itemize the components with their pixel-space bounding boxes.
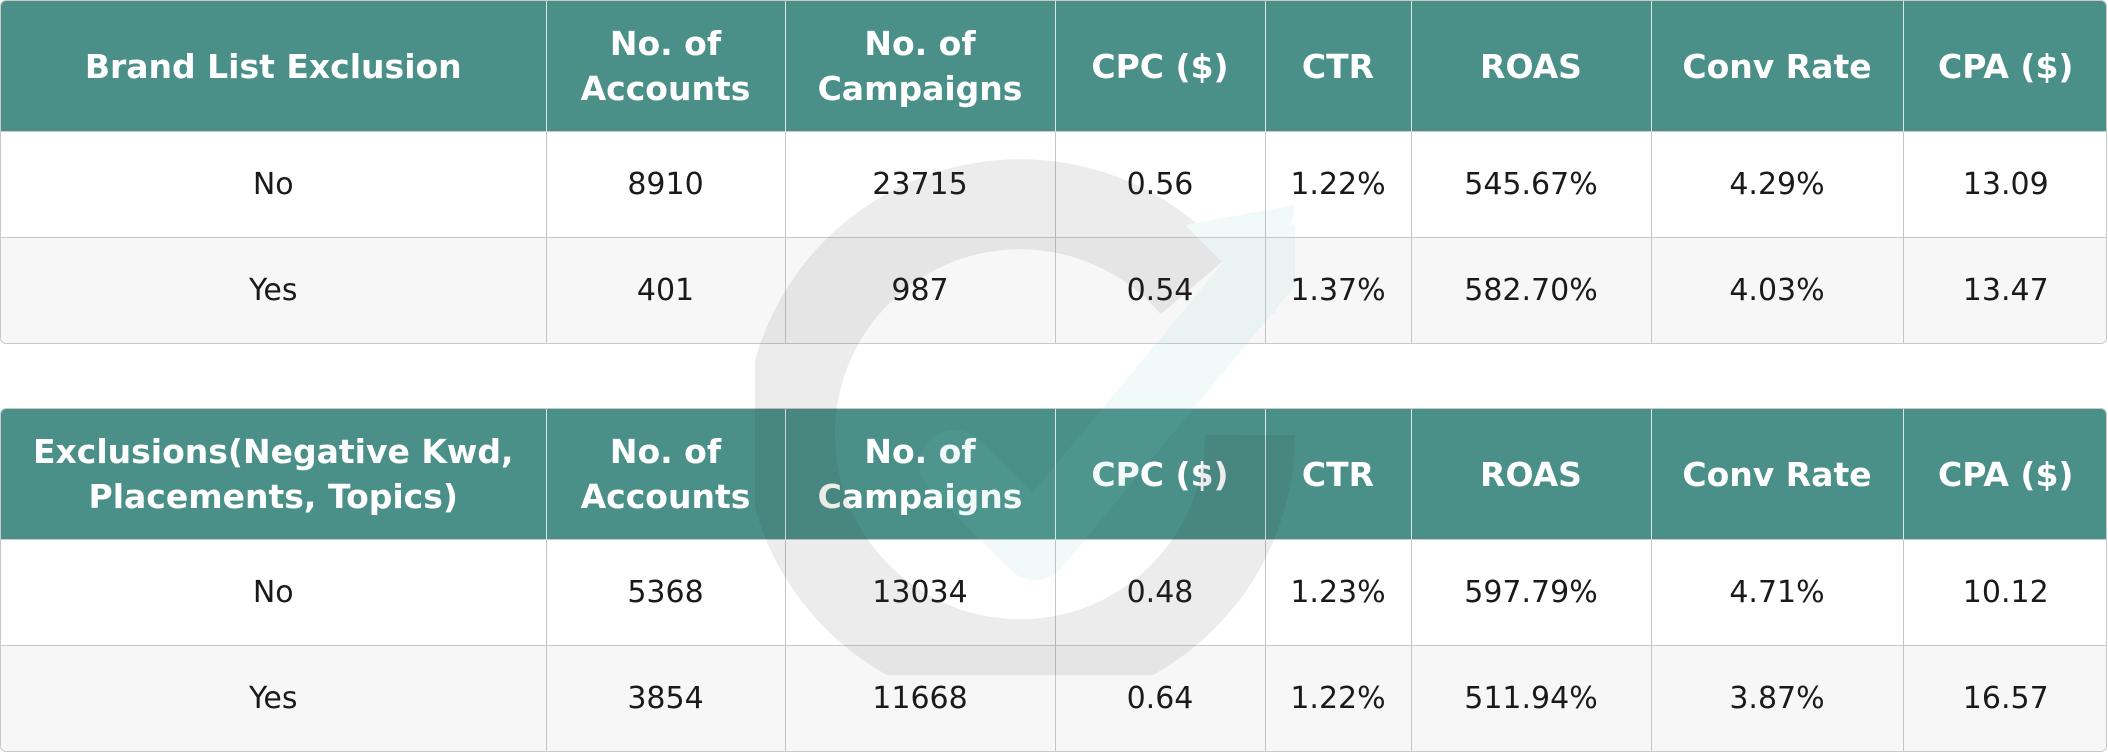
cell-ctr: 1.37% [1265, 237, 1412, 343]
brand-list-exclusion-table: Brand List Exclusion No. of Accounts No.… [0, 0, 2107, 344]
cell-ctr: 1.22% [1265, 645, 1412, 751]
table-row: No 8910 23715 0.56 1.22% 545.67% 4.29% 1… [1, 131, 2106, 238]
header-ctr: CTR [1265, 1, 1412, 132]
header-campaigns: No. of Campaigns [785, 409, 1056, 540]
cell-cpc: 0.54 [1055, 237, 1266, 343]
cell-roas: 582.70% [1411, 237, 1652, 343]
cell-campaigns: 13034 [785, 539, 1056, 646]
header-cpc: CPC ($) [1055, 409, 1266, 540]
cell-ctr: 1.22% [1265, 131, 1412, 238]
header-campaigns: No. of Campaigns [785, 1, 1056, 132]
cell-cpc: 0.56 [1055, 131, 1266, 238]
cell-cpa: 10.12 [1903, 539, 2106, 646]
cell-conv-rate: 3.87% [1651, 645, 1904, 751]
header-accounts: No. of Accounts [546, 1, 786, 132]
table-row: Yes 3854 11668 0.64 1.22% 511.94% 3.87% … [1, 645, 2106, 751]
exclusions-table: Exclusions(Negative Kwd, Placements, Top… [0, 408, 2107, 752]
cell-cpc: 0.48 [1055, 539, 1266, 646]
table-header-row: Exclusions(Negative Kwd, Placements, Top… [1, 409, 2106, 540]
cell-exclusion: No [1, 539, 547, 646]
header-cpc: CPC ($) [1055, 1, 1266, 132]
cell-campaigns: 23715 [785, 131, 1056, 238]
cell-roas: 597.79% [1411, 539, 1652, 646]
cell-exclusion: Yes [1, 237, 547, 343]
cell-accounts: 3854 [546, 645, 786, 751]
cell-roas: 511.94% [1411, 645, 1652, 751]
cell-conv-rate: 4.29% [1651, 131, 1904, 238]
header-roas: ROAS [1411, 1, 1652, 132]
header-cpa: CPA ($) [1903, 1, 2106, 132]
cell-cpa: 13.47 [1903, 237, 2106, 343]
cell-conv-rate: 4.71% [1651, 539, 1904, 646]
header-exclusions: Exclusions(Negative Kwd, Placements, Top… [1, 409, 547, 540]
cell-exclusion: Yes [1, 645, 547, 751]
cell-campaigns: 11668 [785, 645, 1056, 751]
cell-accounts: 8910 [546, 131, 786, 238]
header-conv-rate: Conv Rate [1651, 409, 1904, 540]
header-brand-list-exclusion: Brand List Exclusion [1, 1, 547, 132]
cell-roas: 545.67% [1411, 131, 1652, 238]
cell-ctr: 1.23% [1265, 539, 1412, 646]
header-roas: ROAS [1411, 409, 1652, 540]
cell-cpc: 0.64 [1055, 645, 1266, 751]
cell-conv-rate: 4.03% [1651, 237, 1904, 343]
cell-exclusion: No [1, 131, 547, 238]
cell-accounts: 5368 [546, 539, 786, 646]
cell-cpa: 16.57 [1903, 645, 2106, 751]
header-ctr: CTR [1265, 409, 1412, 540]
cell-accounts: 401 [546, 237, 786, 343]
table-grid: Brand List Exclusion No. of Accounts No.… [1, 1, 2106, 343]
cell-cpa: 13.09 [1903, 131, 2106, 238]
cell-campaigns: 987 [785, 237, 1056, 343]
table-grid: Exclusions(Negative Kwd, Placements, Top… [1, 409, 2106, 751]
table-row: No 5368 13034 0.48 1.23% 597.79% 4.71% 1… [1, 539, 2106, 646]
table-row: Yes 401 987 0.54 1.37% 582.70% 4.03% 13.… [1, 237, 2106, 343]
header-accounts: No. of Accounts [546, 409, 786, 540]
header-conv-rate: Conv Rate [1651, 1, 1904, 132]
header-cpa: CPA ($) [1903, 409, 2106, 540]
table-header-row: Brand List Exclusion No. of Accounts No.… [1, 1, 2106, 132]
